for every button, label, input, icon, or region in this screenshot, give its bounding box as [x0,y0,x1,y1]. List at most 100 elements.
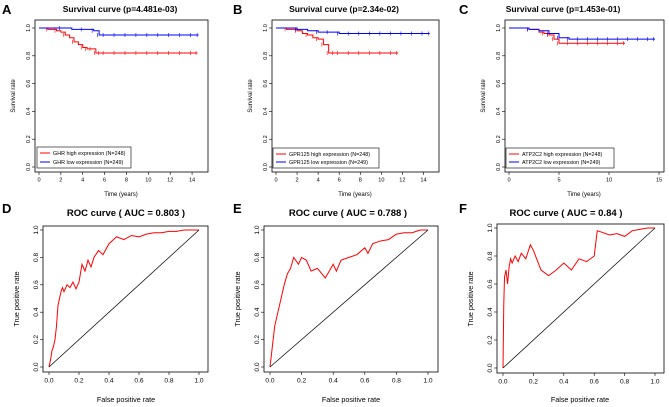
diagonal-reference-line [48,229,200,368]
panel-a: Survival curve (p=4.481e-03) 0 2 4 6 8 10 12 14… [11,4,209,198]
x-axis-label: Time (years) [338,192,371,198]
x-tick-label: 1.0 [650,379,659,386]
roc-curve-line [48,229,199,368]
chart-title: Survival curve (p=4.481e-03) [63,4,178,14]
chart-legend: GPR125 high expression (N=248) GPR125 lo… [272,147,380,169]
y-tick-label: 0.8 [496,52,502,60]
y-tick-label: 0.8 [254,252,261,261]
chart-series [269,229,429,368]
plot-frame [504,19,665,173]
y-tick-label: 0.4 [263,108,269,116]
x-tick-label: 2 [59,178,62,184]
chart-series [502,227,656,369]
chart-series [48,229,200,368]
y-tick-label: 0.6 [26,80,32,88]
panel-f: ROC curve ( AUC = 0.84 ) 0.0 0.2 0.4 0.6 0.8… [466,208,665,404]
x-tick-label: 1.0 [423,378,432,385]
axis-ticks: 0 5 10 15 0.0 0.2 0.4 0.6 0.8 1.0 [496,24,662,183]
y-tick-label: 0.2 [33,335,40,344]
x-tick-label: 0.8 [164,378,173,385]
x-tick-label: 0.8 [392,378,401,385]
x-tick-label: 6 [338,178,341,184]
chart-title: ROC curve ( AUC = 0.84 ) [510,208,623,219]
x-tick-label: 10 [145,178,151,184]
panel-c: Survival curve (p=1.453e-01) 0 5 10 15 0.0 0.… [481,4,665,198]
y-tick-label: 0.4 [487,307,494,316]
y-tick-label: 0.8 [487,251,494,260]
x-axis-label: Time (years) [567,192,600,198]
y-tick-label: 0.2 [254,335,261,344]
axis-ticks: 0.0 0.2 0.4 0.6 0.8 1.0 0.0 0.2 0.4 0.6 0.8 1.0 [33,225,204,385]
axis-ticks: 0.0 0.2 0.4 0.6 0.8 1.0 0.0 0.2 0.4 0.6 0.8 1.0 [254,225,433,385]
x-tick-label: 12 [399,178,405,184]
y-tick-label: 0.6 [33,280,40,289]
y-tick-label: 1.0 [33,225,40,234]
roc-curve-line [269,229,428,368]
y-tick-label: 0.2 [496,135,502,143]
plot-frame [34,19,209,173]
y-tick-label: 0.6 [487,279,494,288]
x-tick-label: 5 [557,178,560,184]
x-tick-label: 14 [189,178,195,184]
y-tick-label: 1.0 [26,24,32,32]
y-tick-label: 0.6 [263,80,269,88]
axis-ticks: 0 2 4 6 8 10 12 14 0.0 0.2 0.4 0.6 0.8 1.0 [26,24,195,183]
panel-letter-e: E [233,201,242,216]
chart-title: Survival curve (p=1.453e-01) [506,4,621,14]
x-tick-label: 0.6 [134,378,143,385]
legend-label-low: GHR low expression (N=249) [53,160,123,166]
chart-series [509,27,655,46]
x-tick-label: 0.2 [297,378,306,385]
y-tick-label: 0.4 [496,108,502,116]
x-tick-label: 8 [125,178,128,184]
chart-legend: GHR high expression (N=248) GHR low expr… [36,146,132,169]
x-tick-label: 0.0 [265,378,274,385]
legend-label-high: ATP2C2 high expression (N=248) [522,152,603,158]
plot-frame [496,223,665,374]
legend-label-low: GPR125 low expression (N=249) [289,160,368,166]
x-tick-label: 0 [37,178,40,184]
y-tick-label: 0.0 [487,363,494,372]
y-axis-label: True positive rate [466,271,475,326]
x-tick-label: 0 [507,178,510,184]
legend-box [272,147,380,169]
legend-label-high: GPR125 high expression (N=248) [289,152,370,158]
y-tick-label: 1.0 [496,24,502,32]
x-tick-label: 14 [420,178,426,184]
y-tick-label: 0.0 [254,362,261,371]
x-axis-label: Time (years) [104,192,137,198]
chart-title: ROC curve ( AUC = 0.803 ) [67,208,185,219]
legend-label-low: ATP2C2 low expression (N=249) [522,160,600,166]
x-tick-label: 0.4 [329,378,338,385]
x-axis-label: False positive rate [551,395,609,404]
x-tick-label: 15 [656,178,662,184]
x-axis-label: False positive rate [97,395,155,404]
legend-box [505,147,615,169]
x-tick-label: 12 [167,178,173,184]
x-tick-label: 0.0 [498,379,507,386]
y-tick-label: 0.6 [254,280,261,289]
panel-b: Survival curve (p=2.34e-02) 0 2 4 6 8 10 12 140… [248,4,440,198]
x-tick-label: 0.6 [360,378,369,385]
x-tick-label: 4 [81,178,84,184]
y-tick-label: 0.8 [26,52,32,60]
legend-label-high: GHR high expression (N=248) [53,151,126,157]
chart-series [276,27,430,56]
y-axis-label: True positive rate [233,271,242,326]
y-tick-label: 0.8 [33,252,40,261]
panel-d: ROC curve ( AUC = 0.803 ) 0.0 0.2 0.4 0.6 0.… [12,208,209,404]
chart-title: Survival curve (p=2.34e-02) [289,4,399,14]
x-tick-label: 10 [606,178,612,184]
plot-frame [42,225,209,373]
y-tick-label: 0.0 [33,362,40,371]
axis-ticks: 0 2 4 6 8 10 12 14 0.0 0.2 0.4 0.6 0.8 1.0 [263,24,427,183]
axis-ticks: 0.0 0.2 0.4 0.6 0.8 1.0 0.0 0.2 0.4 0.6 0.8 1.0 [487,223,660,386]
y-tick-label: 1.0 [254,225,261,234]
panel-letter-c: C [459,2,469,17]
y-tick-label: 0.0 [496,163,502,171]
roc-curve-line [502,227,655,369]
y-tick-label: 0.2 [263,135,269,143]
y-tick-label: 0.8 [263,52,269,60]
y-axis-label: Survival rate [11,79,17,113]
chart-title: ROC curve ( AUC = 0.788 ) [289,208,407,219]
